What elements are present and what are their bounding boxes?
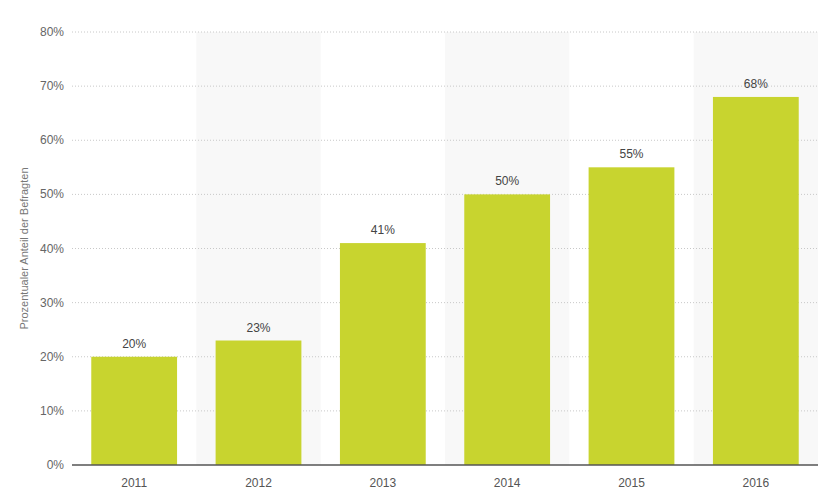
- grid-line: [72, 194, 818, 195]
- grid-line: [72, 32, 818, 33]
- bar: [340, 243, 426, 465]
- x-tick-label: 2012: [245, 476, 272, 490]
- y-tick-label: 10%: [40, 404, 64, 418]
- y-tick-label: 30%: [40, 296, 64, 310]
- y-tick-label: 60%: [40, 133, 64, 147]
- data-label: 50%: [495, 174, 519, 188]
- grid-line: [72, 86, 818, 87]
- grid-line: [72, 356, 818, 357]
- y-tick-label: 40%: [40, 242, 64, 256]
- data-label: 23%: [246, 321, 270, 335]
- y-axis-label: Prozentualer Anteil der Befragten: [18, 167, 30, 329]
- grid-line: [72, 302, 818, 303]
- data-label: 68%: [744, 77, 768, 91]
- y-tick-label: 0%: [47, 458, 65, 472]
- x-tick-label: 2011: [121, 476, 147, 490]
- x-tick-label: 2014: [494, 476, 521, 490]
- band-background: [694, 32, 818, 465]
- y-tick-label: 20%: [40, 350, 64, 364]
- data-label: 41%: [371, 223, 395, 237]
- bar: [589, 167, 675, 465]
- x-tick-label: 2015: [618, 476, 645, 490]
- x-tick-label: 2016: [742, 476, 769, 490]
- bars: [91, 97, 798, 465]
- y-tick-label: 70%: [40, 79, 64, 93]
- grid-line: [72, 140, 818, 141]
- bar: [713, 97, 799, 465]
- band-background: [445, 32, 569, 465]
- data-label: 20%: [122, 337, 146, 351]
- y-tick-label: 50%: [40, 187, 64, 201]
- bar: [216, 341, 302, 465]
- bar: [464, 194, 550, 465]
- bar: [91, 357, 177, 465]
- grid-line: [72, 410, 818, 411]
- y-tick-label: 80%: [40, 25, 64, 39]
- x-tick-label: 2013: [369, 476, 396, 490]
- grid-line: [72, 248, 818, 249]
- chart: 0% 10% 20% 30% 40% 50% 60% 70% 80% 20% 23% 41% 50% 55…: [0, 0, 830, 500]
- data-label: 55%: [619, 147, 643, 161]
- x-axis-line: [72, 464, 818, 466]
